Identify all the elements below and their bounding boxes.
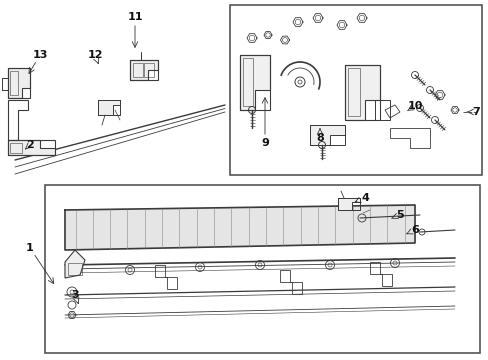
Text: 3: 3 — [71, 290, 79, 300]
Bar — [68, 263, 82, 275]
Bar — [8, 140, 55, 155]
Polygon shape — [240, 55, 269, 110]
Bar — [10, 143, 22, 153]
Bar — [240, 55, 269, 110]
Text: 1: 1 — [26, 243, 34, 253]
Polygon shape — [345, 65, 379, 120]
Bar — [345, 65, 379, 120]
Text: 7: 7 — [471, 107, 479, 117]
Text: 8: 8 — [315, 133, 323, 143]
Text: 13: 13 — [32, 50, 48, 60]
Bar — [143, 63, 154, 77]
Text: 6: 6 — [410, 225, 418, 235]
Bar — [347, 68, 359, 116]
Bar — [243, 58, 252, 106]
Bar — [309, 125, 345, 145]
Bar — [10, 71, 18, 95]
Polygon shape — [8, 140, 55, 155]
Bar — [229, 5, 481, 175]
Polygon shape — [65, 205, 414, 250]
Bar — [133, 63, 142, 77]
Polygon shape — [130, 60, 158, 80]
Text: 2: 2 — [26, 140, 34, 150]
Polygon shape — [98, 100, 120, 115]
Text: 11: 11 — [127, 12, 142, 22]
Polygon shape — [65, 250, 85, 278]
Bar — [45, 185, 479, 353]
Text: 9: 9 — [261, 138, 268, 148]
Bar — [337, 198, 359, 210]
Text: 12: 12 — [87, 50, 102, 60]
Bar — [98, 100, 120, 115]
Bar — [130, 60, 158, 80]
Text: 4: 4 — [360, 193, 368, 203]
Polygon shape — [8, 68, 30, 98]
Polygon shape — [337, 198, 359, 210]
Text: 10: 10 — [407, 101, 422, 111]
Polygon shape — [309, 125, 345, 145]
Bar — [8, 68, 30, 98]
Text: 5: 5 — [395, 210, 403, 220]
